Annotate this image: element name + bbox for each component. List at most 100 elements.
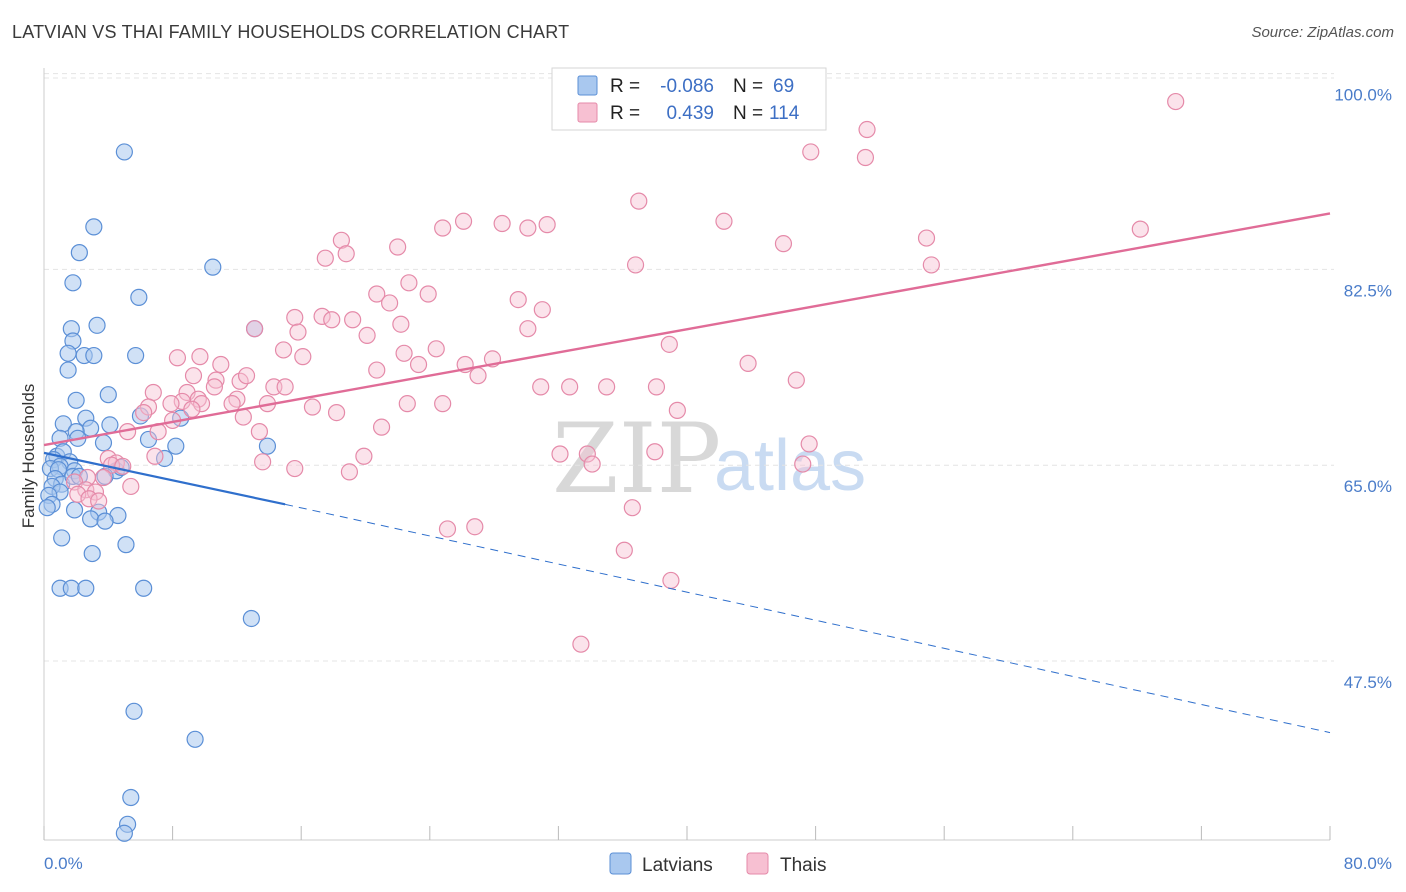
grid-lines xyxy=(44,73,1334,662)
legend-n-value-latvians: 69 xyxy=(773,76,794,97)
thai-point xyxy=(598,378,616,396)
thai-point xyxy=(715,212,733,230)
thai-point xyxy=(395,344,413,362)
thai-point xyxy=(69,485,87,503)
thai-point xyxy=(168,349,187,367)
bottom-legend-swatch-thais xyxy=(746,852,769,875)
bottom-legend-swatch-latvians xyxy=(609,852,632,875)
thai-point xyxy=(286,308,304,327)
latvian-point xyxy=(115,143,133,161)
source-label: Source: ZipAtlas.com xyxy=(1251,24,1394,41)
thai-trend-line xyxy=(43,212,1331,447)
x-tick-label-max: 80.0% xyxy=(1344,854,1392,873)
thai-point xyxy=(245,320,264,338)
thai-point xyxy=(135,404,153,422)
thai-point xyxy=(122,477,140,496)
thai-point xyxy=(358,326,376,345)
thai-point xyxy=(372,418,391,436)
latvian-point xyxy=(130,288,148,306)
latvian-point xyxy=(117,536,135,554)
thai-point xyxy=(207,371,225,389)
thai-point xyxy=(146,447,164,465)
legend-n-label-thais: N = xyxy=(733,103,763,124)
latvian-point xyxy=(62,579,80,597)
y-tick-label: 65.0% xyxy=(1344,477,1392,496)
thai-point xyxy=(313,307,331,325)
y-tick-labels: 47.5% 65.0% 82.5% 100.0% xyxy=(1334,86,1392,692)
latvian-point xyxy=(99,386,117,404)
latvian-trend-line xyxy=(43,451,286,506)
legend-r-label-latvians: R = xyxy=(610,76,640,97)
thai-point xyxy=(739,354,757,372)
legend-r-value-thais: 0.439 xyxy=(666,103,714,124)
watermark-atlas: atlas xyxy=(714,426,866,506)
latvian-point xyxy=(135,579,153,597)
thai-point xyxy=(583,455,601,473)
latvian-point xyxy=(125,702,143,720)
thai-point xyxy=(662,571,680,590)
latvian-point xyxy=(127,346,145,365)
thai-point xyxy=(94,468,113,487)
thai-point xyxy=(626,256,645,274)
latvian-point xyxy=(70,244,88,262)
legend-box: R = -0.086 N = 69 R = 0.439 N = 114 xyxy=(551,67,827,131)
thai-point xyxy=(922,256,940,274)
thai-point xyxy=(254,453,272,471)
thai-point xyxy=(774,235,793,253)
x-ticks xyxy=(43,826,1331,840)
latvian-point xyxy=(83,544,101,563)
thai-point xyxy=(337,245,355,263)
thai-point xyxy=(794,455,812,473)
thai-point xyxy=(1167,92,1185,111)
latvian-point xyxy=(258,437,277,455)
y-tick-label: 82.5% xyxy=(1344,281,1392,300)
x-tick-label-min: 0.0% xyxy=(44,854,83,873)
thai-point xyxy=(800,435,818,453)
thai-point xyxy=(493,214,511,233)
latvian-point xyxy=(96,512,114,530)
thai-point xyxy=(427,340,445,358)
thai-point xyxy=(533,301,551,319)
latvian-point xyxy=(82,510,100,528)
legend-swatch-thais xyxy=(577,102,598,123)
thai-point xyxy=(368,361,386,379)
latvian-point xyxy=(85,346,103,365)
thai-point xyxy=(538,216,556,234)
latvian-point xyxy=(53,529,71,547)
thai-point xyxy=(389,238,407,256)
thai-point xyxy=(398,395,416,413)
latvian-point xyxy=(167,437,185,455)
thai-point xyxy=(660,335,678,353)
thai-point xyxy=(519,219,537,237)
thai-point xyxy=(572,635,590,653)
latvian-point xyxy=(204,258,222,276)
thai-point xyxy=(144,383,162,402)
thai-point xyxy=(303,398,322,416)
thai-point xyxy=(400,274,418,292)
latvian-point xyxy=(64,274,82,292)
latvian-point xyxy=(77,579,95,597)
thai-point xyxy=(551,445,569,463)
thai-point xyxy=(802,143,820,161)
thai-point xyxy=(856,148,875,167)
latvian-point xyxy=(65,501,84,519)
thai-point xyxy=(327,404,346,422)
thai-point xyxy=(139,398,158,416)
latvian-point xyxy=(38,499,56,517)
thai-point xyxy=(250,423,269,441)
watermark-zip: ZIP xyxy=(552,403,721,515)
legend-r-label-thais: R = xyxy=(610,103,640,124)
thai-point xyxy=(519,320,537,338)
thai-point xyxy=(212,355,230,374)
thai-point xyxy=(1131,220,1149,238)
latvian-point xyxy=(88,316,106,334)
latvian-point xyxy=(94,434,113,452)
latvian-point xyxy=(59,361,77,379)
legend-r-value-latvians: -0.086 xyxy=(660,76,714,97)
thai-point xyxy=(668,401,686,419)
latvian-point xyxy=(186,730,204,748)
thai-point xyxy=(469,367,487,385)
trend-lines xyxy=(43,212,1331,734)
thai-point xyxy=(630,192,648,210)
